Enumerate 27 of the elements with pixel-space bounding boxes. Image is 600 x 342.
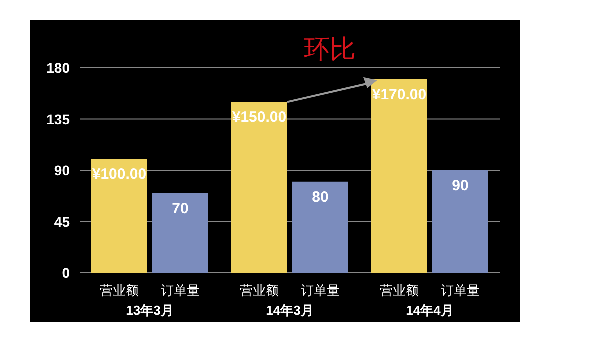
data-label: ¥100.00 [92,166,147,184]
bar [292,182,348,273]
data-label: ¥150.00 [232,109,287,126]
x-tick-label: 14年4月 [406,303,454,318]
y-tick-label: 45 [54,214,70,230]
bar [92,159,148,273]
bar [232,102,288,273]
data-label: 70 [172,200,189,218]
y-tick-label: 135 [46,111,70,128]
data-label: 80 [312,188,329,206]
text: 营业额 [240,283,279,298]
y-tick-label: 90 [54,162,70,178]
bar [152,193,208,273]
bar [372,79,428,273]
text: 订单量 [301,283,340,298]
y-tick-label: 0 [62,265,70,281]
bar [432,170,488,273]
x-tick-label: 14年3月 [266,303,314,318]
data-label: ¥170.00 [372,86,427,104]
annotation: 环比 [304,34,356,64]
text: 订单量 [441,283,480,298]
x-tick-label: 13年3月 [126,303,174,318]
y-tick-label: 180 [46,60,70,76]
text: 营业额 [380,283,419,298]
series-label: 订单量 [161,283,200,298]
series-label: 营业额 [100,283,139,298]
data-label: 90 [452,178,469,194]
